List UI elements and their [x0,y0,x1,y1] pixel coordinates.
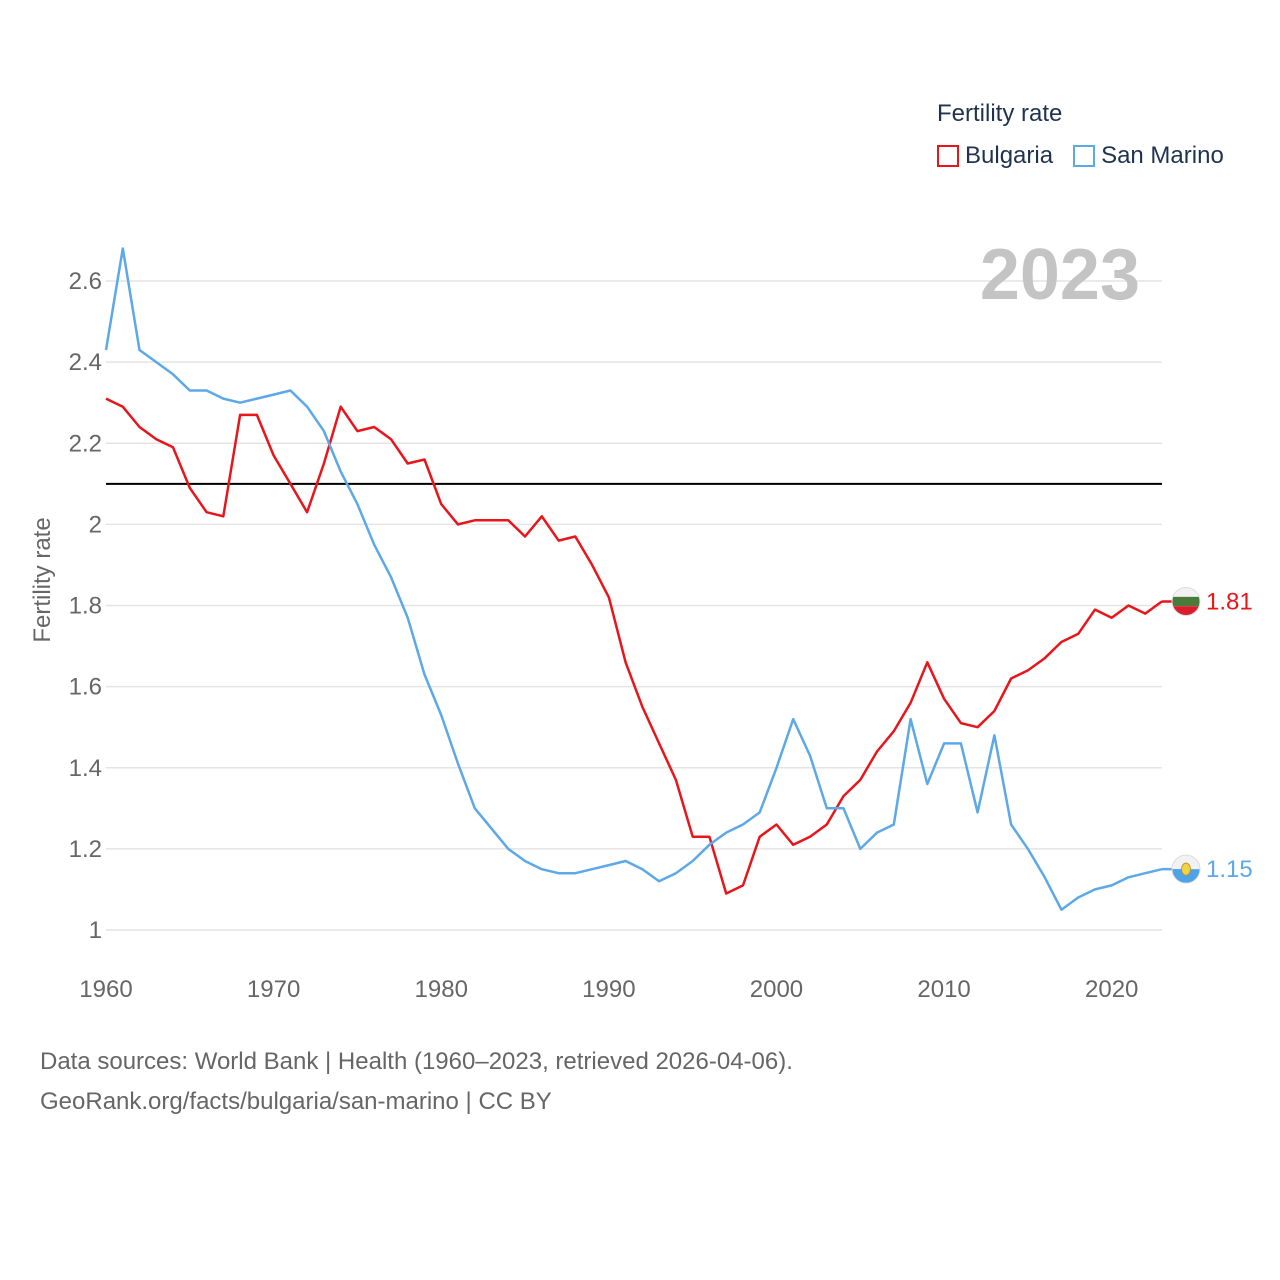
series-lines [104,247,1163,911]
y-tick-label: 2.4 [69,349,102,376]
san-marino-flag-icon [1171,854,1201,884]
y-tick-label: 1 [89,917,102,944]
legend-swatch-san-marino [1073,145,1096,167]
bulgaria-flag-icon [1171,586,1201,616]
x-tick-label: 1970 [247,976,300,1003]
series-end-markers: 1.81 1.15 [1162,586,1253,884]
legend-label-san-marino: San Marino [1101,142,1224,169]
legend: Bulgaria San Marino [937,142,1236,170]
x-tick-label: 1980 [415,976,468,1003]
legend-item-san-marino[interactable]: San Marino [1073,142,1224,170]
y-tick-label: 1.6 [69,674,102,701]
legend-title: Fertility rate [937,100,1063,127]
legend-item-bulgaria[interactable]: Bulgaria [937,142,1053,170]
y-tick-label: 2.6 [69,268,102,295]
legend-label-bulgaria: Bulgaria [965,142,1054,169]
x-tick-label: 1990 [582,976,635,1003]
x-tick-label: 2020 [1085,976,1138,1003]
y-axis-ticks: 1 1.2 1.4 1.6 1.8 2 2.2 2.4 2.6 [69,268,102,944]
x-axis-ticks: 1960 1970 1980 1990 2000 2010 2020 [79,976,1138,1003]
x-tick-label: 1960 [79,976,132,1003]
x-tick-label: 2010 [917,976,970,1003]
footer-link[interactable]: GeoRank.org/facts/bulgaria/san-marino | … [40,1088,552,1115]
footer-sources: Data sources: World Bank | Health (1960–… [40,1048,793,1075]
series-end-value-label: 1.81 [1206,588,1253,615]
y-tick-label: 2.2 [69,430,102,457]
footer: Data sources: World Bank | Health (1960–… [40,1042,793,1122]
grid-lines [106,280,1162,931]
legend-swatch-bulgaria [937,145,959,167]
y-axis-label: Fertility rate [29,517,56,642]
y-tick-label: 1.4 [69,755,102,782]
y-tick-label: 2 [89,511,102,538]
x-tick-label: 2000 [750,976,803,1003]
series-end-value-label: 1.15 [1206,856,1253,883]
series-line-bulgaria[interactable] [105,397,1163,895]
y-tick-label: 1.2 [69,836,102,863]
chart-title-year: 2023 [980,235,1140,315]
series-line-san-marino[interactable] [104,247,1163,911]
y-tick-label: 1.8 [69,593,102,620]
